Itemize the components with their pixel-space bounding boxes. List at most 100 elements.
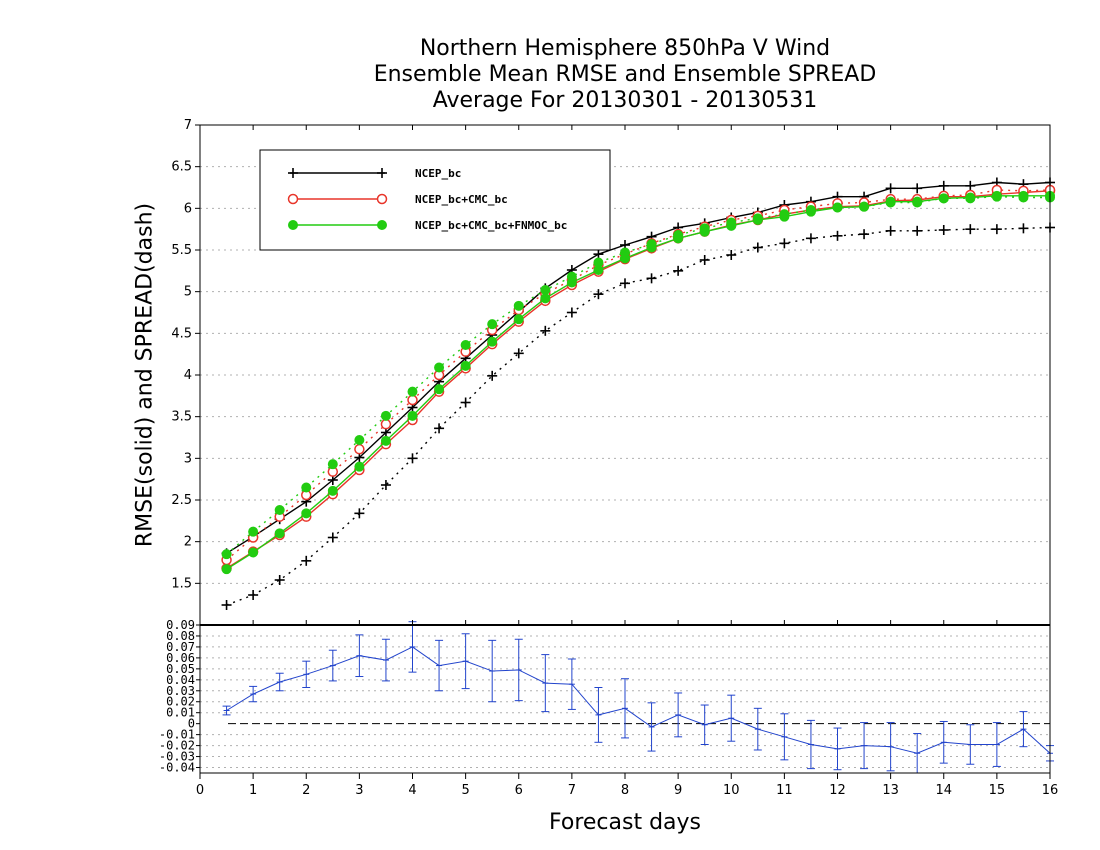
ytick-label-bot-0: -0.04 (159, 761, 195, 775)
top-panel-series (221, 177, 1056, 610)
top-panel-grid (200, 166, 1050, 584)
xtick-label-6: 6 (515, 783, 523, 798)
diff-series-0 (222, 621, 1054, 774)
series-2-spread-point-12 (540, 285, 551, 295)
title-line-3: Average For 20130301 - 20130531 (432, 88, 818, 113)
ytick-label-top-2: 2.5 (171, 493, 192, 508)
series-2-spread-point-30 (1018, 192, 1029, 203)
bottom-panel-grid (200, 624, 1050, 769)
title-line-2: Ensemble Mean RMSE and Ensemble SPREAD (373, 62, 877, 87)
ytick-label-bot-1: -0.03 (159, 750, 195, 764)
legend-box (259, 149, 611, 251)
series-2-spread-point-22 (805, 205, 816, 215)
ytick-label-top-7: 5 (184, 285, 192, 300)
series-2-rmse-point-7 (407, 410, 418, 421)
legend-label-1: NCEP_bc+CMC_bc (415, 193, 508, 206)
ytick-label-bot-11: 0.07 (166, 640, 195, 654)
series-2-spread-point-17 (673, 230, 684, 240)
title-line-1: Northern Hemisphere 850hPa V Wind (419, 36, 831, 61)
series-2-spread-point-2 (274, 505, 285, 515)
series-2-rmse-point-10 (487, 336, 498, 347)
legend-label-0: NCEP_bc (415, 167, 461, 180)
ytick-label-top-9: 6 (184, 201, 192, 216)
xtick-label-9: 9 (674, 783, 682, 798)
x-axis-label: Forecast days (548, 810, 701, 835)
series-1-spread-point-7 (407, 394, 418, 406)
legend-marker-end-1 (376, 193, 388, 205)
series-2-spread-point-29 (991, 191, 1002, 202)
ytick-label-top-11: 7 (184, 118, 192, 133)
series-2-rmse-point-6 (380, 435, 391, 446)
xtick-label-12: 12 (829, 783, 846, 798)
xtick-label-3: 3 (355, 783, 363, 798)
series-2-spread-point-9 (460, 340, 471, 350)
bottom-panel-series (222, 621, 1054, 774)
xtick-label-1: 1 (249, 783, 257, 798)
series-2-spread-point-0 (221, 549, 232, 560)
ytick-label-top-0: 1.5 (171, 576, 192, 591)
series-2-spread-point-27 (938, 193, 949, 204)
ytick-label-top-5: 4 (184, 368, 192, 383)
series-2-rmse-point-0 (221, 564, 232, 575)
xtick-label-7: 7 (568, 783, 576, 798)
diff-series-line (226, 646, 1051, 754)
xtick-label-4: 4 (408, 783, 416, 798)
ytick-label-bot-10: 0.06 (166, 651, 195, 665)
ytick-label-bot-2: -0.02 (159, 739, 195, 753)
series-2-spread-point-24 (859, 201, 870, 212)
xtick-label-13: 13 (882, 783, 899, 798)
legend-label-2: NCEP_bc+CMC_bc+FNMOC_bc (415, 219, 567, 232)
series-2 (221, 190, 1055, 575)
series-2-spread-point-16 (646, 239, 657, 250)
series-2-spread-point-15 (620, 247, 630, 258)
series-2-spread-point-13 (566, 271, 577, 282)
series-1-spread-point-5 (354, 443, 365, 455)
series-2-spread-point-21 (779, 209, 790, 220)
series-2-spread-point-14 (593, 257, 604, 268)
legend-marker-start-2 (288, 220, 298, 230)
series-2-rmse-point-4 (327, 485, 338, 496)
series-2-rmse-point-3 (301, 508, 312, 519)
series-2-spread-point-7 (407, 386, 418, 397)
series-2-rmse-point-11 (513, 314, 524, 325)
series-2-spread-point-28 (965, 193, 976, 204)
series-2-rmse-point-8 (434, 384, 445, 395)
legend-marker-end-2 (377, 220, 387, 230)
series-2-spread-point-23 (832, 202, 843, 213)
ytick-label-top-1: 2 (184, 535, 192, 550)
series-2-rmse-point-12 (540, 293, 551, 304)
ytick-label-bot-5: 0.01 (166, 706, 195, 720)
ytick-label-bot-4: 0 (188, 717, 195, 731)
series-2-spread-point-19 (726, 217, 737, 228)
series-2-rmse-point-2 (274, 528, 285, 539)
series-2-spread-point-8 (434, 362, 445, 373)
chart-title: Northern Hemisphere 850hPa V Wind Ensemb… (200, 36, 1050, 114)
series-2-rmse-point-5 (354, 461, 365, 472)
ytick-label-top-4: 3.5 (171, 410, 192, 425)
series-2-spread-point-10 (487, 319, 498, 330)
series-2-spread-point-5 (354, 435, 365, 445)
series-2-rmse-point-9 (460, 360, 471, 371)
series-1-spread-point-6 (380, 418, 392, 430)
ytick-label-top-8: 5.5 (171, 243, 192, 258)
xtick-label-8: 8 (621, 783, 629, 798)
series-2-spread-point-3 (301, 482, 312, 493)
series-2-spread-point-11 (513, 300, 524, 311)
xtick-label-2: 2 (302, 783, 310, 798)
ytick-label-top-3: 3 (184, 451, 192, 466)
axes: 1.5 2 2.5 3 3.5 4 4.5 5 5.5 6 6.5 7 -0.04-0.03-0.02-… (159, 118, 1058, 798)
ytick-label-bot-3: -0.01 (159, 728, 195, 742)
ytick-label-bot-13: 0.09 (166, 618, 195, 632)
series-2-spread-point-6 (380, 410, 391, 421)
xtick-label-11: 11 (776, 783, 793, 798)
xtick-label-14: 14 (935, 783, 952, 798)
series-2-spread-point-20 (752, 213, 763, 224)
xtick-label-10: 10 (723, 783, 740, 798)
ytick-label-bot-9: 0.05 (166, 662, 195, 676)
xtick-label-16: 16 (1042, 783, 1059, 798)
xtick-label-15: 15 (989, 783, 1006, 798)
ytick-label-bot-7: 0.03 (166, 684, 195, 698)
series-2-rmse-line (226, 195, 1050, 570)
legend: NCEP_bc NCEP_bc+CMC_bc NCEP_bc+CMC_bc+FNMO… (259, 149, 611, 251)
